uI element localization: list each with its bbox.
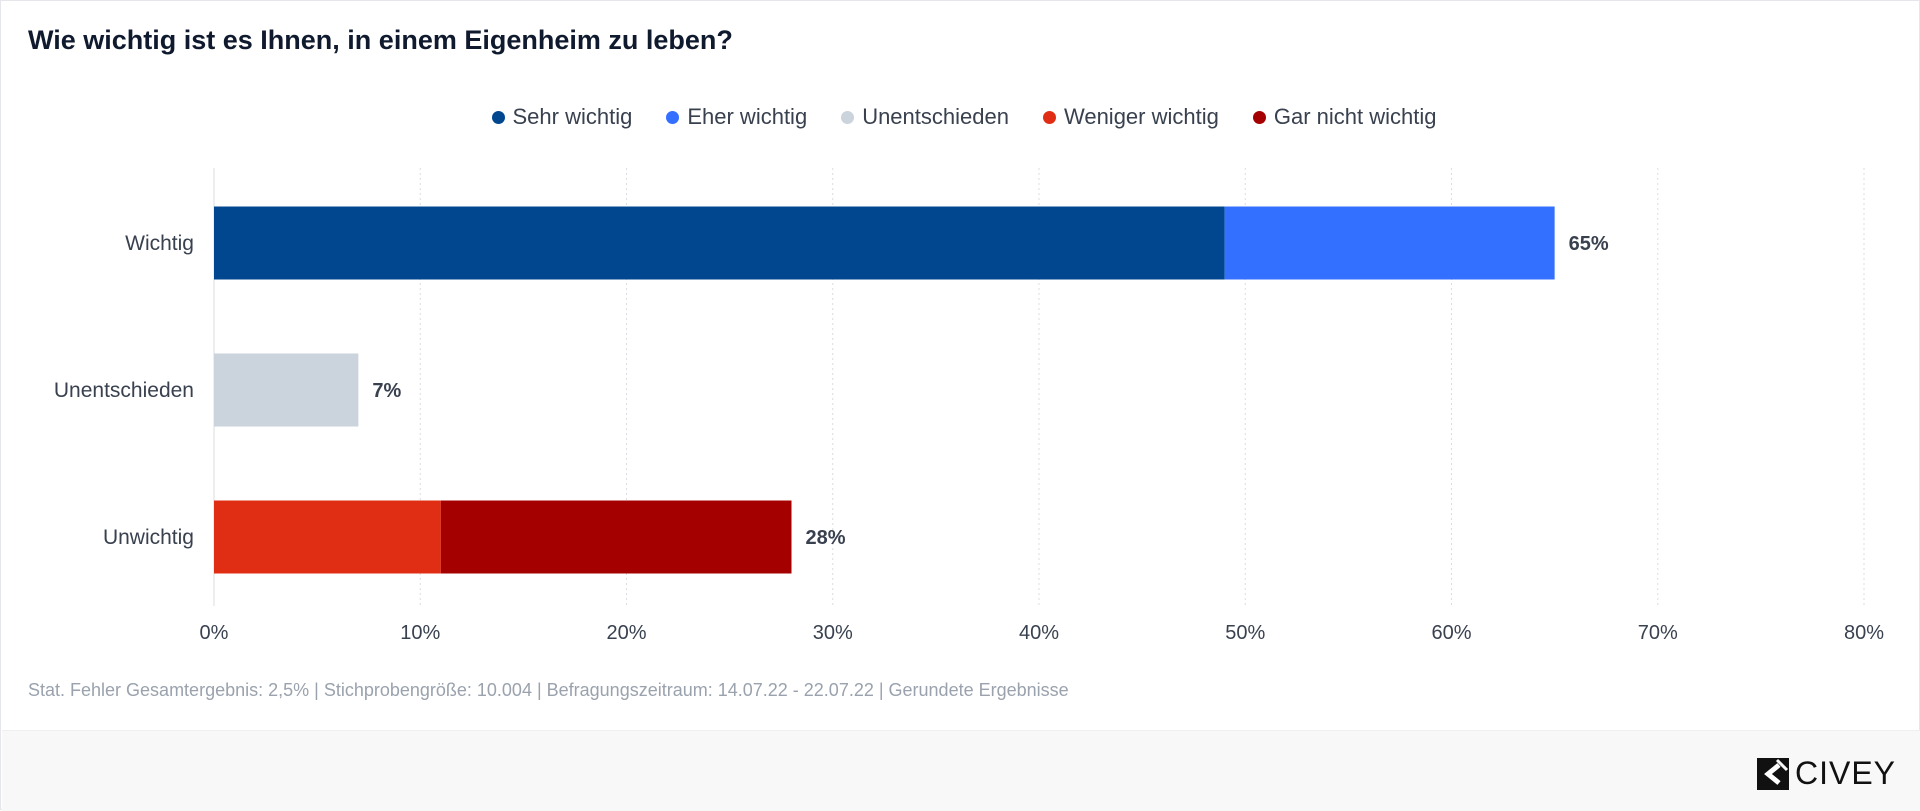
category-label: Wichtig <box>125 232 194 255</box>
x-tick-label: 0% <box>200 622 229 644</box>
legend-marker <box>1252 110 1266 124</box>
x-tick-label: 40% <box>1019 622 1059 644</box>
legend-label: Sehr wichtig <box>512 104 633 129</box>
legend-label: Gar nicht wichtig <box>1273 104 1437 129</box>
legend-item[interactable]: Eher wichtig <box>666 104 807 130</box>
chart-title: Wie wichtig ist es Ihnen, in einem Eigen… <box>28 25 733 55</box>
legend-marker <box>491 110 505 124</box>
x-tick-label: 60% <box>1431 622 1471 644</box>
brand-logo: CIVEY <box>1756 755 1896 792</box>
x-tick-label: 10% <box>400 622 440 644</box>
x-tick-label: 30% <box>813 622 853 644</box>
chart-plot: 0% 10% 20% 30% 40% 50% 60% 70% 80% Wichtig 65% Unen… <box>54 168 1884 644</box>
data-label: 65% <box>1569 233 1609 255</box>
legend-label: Eher wichtig <box>687 104 808 129</box>
legend-label: Unentschieden <box>862 104 1009 129</box>
x-tick-label: 70% <box>1638 622 1678 644</box>
category-label: Unentschieden <box>54 379 194 402</box>
data-label: 7% <box>372 380 401 402</box>
x-tick-label: 20% <box>606 622 646 644</box>
legend-marker <box>666 110 680 124</box>
x-tick-label: 50% <box>1225 622 1265 644</box>
civey-logo-icon <box>1756 757 1789 790</box>
bar-segment <box>440 500 792 574</box>
bar-segment <box>214 353 359 427</box>
legend-item[interactable]: Unentschieden <box>841 104 1009 130</box>
x-tick-label: 80% <box>1844 622 1884 644</box>
footer-bar: CIVEY <box>2 730 1920 811</box>
legend-item[interactable]: Sehr wichtig <box>491 104 633 130</box>
legend-item[interactable]: Gar nicht wichtig <box>1252 104 1437 130</box>
legend-marker <box>841 110 855 124</box>
legend-item[interactable]: Weniger wichtig <box>1042 104 1219 130</box>
bar-segment <box>214 500 441 574</box>
chart-legend: Sehr wichtig Eher wichtig Unentschieden Wen… <box>1 104 1920 130</box>
bar-segment <box>1224 206 1555 280</box>
chart-footnote: Stat. Fehler Gesamtergebnis: 2,5% | Stic… <box>28 680 1069 700</box>
legend-label: Weniger wichtig <box>1063 104 1219 129</box>
brand-name: CIVEY <box>1794 755 1896 791</box>
bar-segment <box>214 206 1225 280</box>
legend-marker <box>1042 110 1056 124</box>
category-label: Unwichtig <box>103 526 194 549</box>
data-label: 28% <box>806 527 846 549</box>
